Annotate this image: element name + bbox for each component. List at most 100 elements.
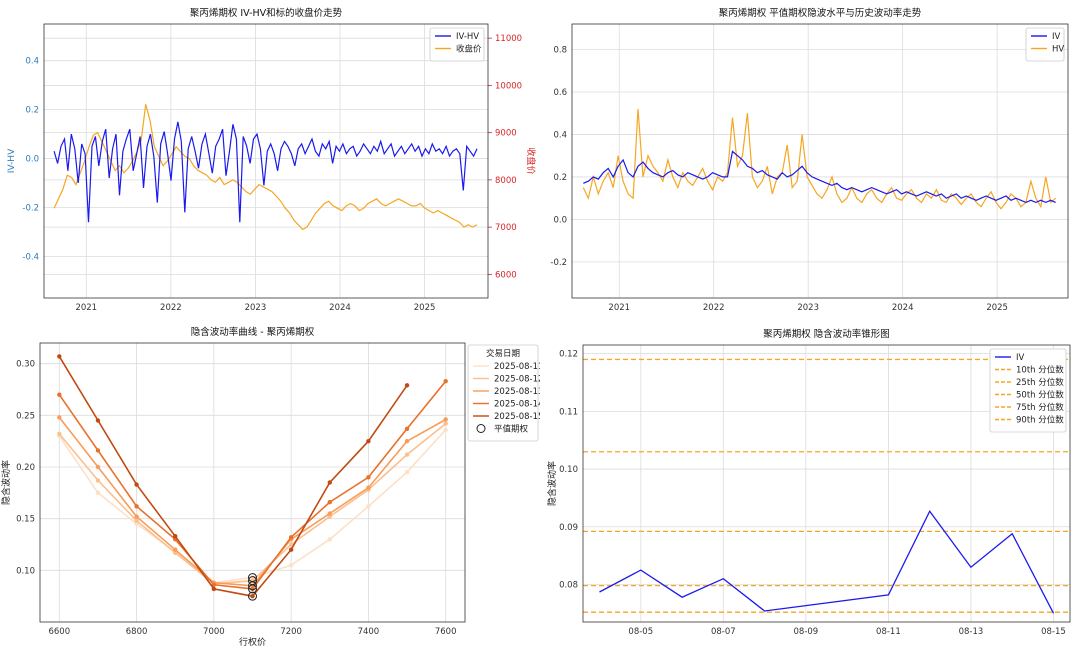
y-tick-label: 0.0	[25, 155, 39, 165]
legend-entry: 10th 分位数	[1016, 365, 1064, 376]
atm-marker	[248, 584, 257, 594]
smile-point	[57, 392, 62, 397]
y2-tick-label: 9000	[495, 129, 517, 139]
y-tick-label: 0.2	[25, 106, 39, 116]
y-tick-label: 0.2	[553, 173, 567, 183]
x-tick-label: 2024	[329, 303, 351, 313]
x-tick-label: 08-05	[628, 627, 653, 637]
chart-title: 聚丙烯期权 隐含波动率锥形图	[763, 328, 890, 340]
iv-smile-chart-svg: 6600 6800 7000 7200 7400 7600 0.10 0.15 0.20 0.25…	[0, 326, 543, 648]
smile-point	[288, 547, 294, 552]
x-tick-label: 7600	[435, 627, 457, 637]
x-tick-label: 2022	[703, 303, 725, 313]
x-tick-label: 2023	[797, 303, 819, 313]
x-tick-label: 08-11	[876, 627, 901, 637]
smile-point	[173, 534, 178, 539]
smile-point	[288, 542, 294, 547]
iv-hv-line	[53, 121, 478, 223]
smile-point	[327, 537, 332, 542]
smile-point	[327, 511, 332, 516]
y-tick-label: 0.09	[559, 523, 578, 533]
y-tick-label: 0.6	[553, 88, 567, 98]
smile-point	[95, 478, 101, 483]
legend-entry: 2025-08-13	[494, 387, 540, 397]
y2-tick-label: 10000	[495, 81, 522, 91]
x-tick-label: 2024	[892, 303, 914, 313]
legend-entry: IV	[1016, 353, 1025, 363]
y-tick-label: 0.30	[16, 360, 35, 370]
iv-smile-chart: 6600 6800 7000 7200 7400 7600 0.10 0.15 0.20 0.25…	[0, 323, 543, 648]
y-tick-label: 0.10	[559, 465, 578, 475]
plot-frame	[582, 344, 1071, 623]
smile-point	[211, 586, 217, 592]
smile-point	[443, 427, 448, 432]
smile-point	[250, 593, 255, 599]
legend-entry: 2025-08-12	[494, 375, 540, 385]
smile-point	[404, 469, 410, 475]
y-tick-label: 0.10	[16, 566, 35, 576]
iv-cone-chart-svg: 08-05 08-07 08-09 08-11 08-13 08-15 0.08 0.09 0.…	[546, 328, 1071, 637]
x-tick-label: 7200	[280, 627, 302, 637]
smile-point	[134, 521, 139, 527]
legend-entry: 90th 分位数	[1016, 415, 1064, 426]
y-tick-label: 0.08	[559, 580, 578, 590]
smile-point	[443, 379, 448, 384]
legend-entry: 收盘价	[456, 44, 482, 55]
x-tick-label: 6600	[48, 627, 70, 637]
x-tick-label: 2022	[160, 303, 182, 313]
iv-hv-close-chart-svg: 2021 2022 2023 2024 2025 -0.4 -0.2 0.0 0.2 0.4 600…	[7, 7, 537, 313]
plot-frame	[571, 23, 1069, 299]
chart-title: 隐含波动率曲线 - 聚丙烯期权	[191, 326, 315, 338]
legend-entry: 平值期权	[494, 424, 529, 435]
smile-point	[134, 518, 139, 523]
chart-title: 聚丙烯期权 IV-HV和标的收盘价走势	[190, 7, 343, 19]
legend-entry: 75th 分位数	[1016, 402, 1064, 413]
y-tick-label: -0.2	[550, 258, 567, 268]
y-axis-label: 隐含波动率	[546, 461, 558, 506]
legend-entry: IV-HV	[456, 32, 479, 42]
smile-point	[366, 438, 371, 444]
legend-entry: 2025-08-15	[494, 412, 540, 422]
x-tick-label: 2023	[245, 303, 267, 313]
smile-point	[404, 426, 410, 431]
chart-title: 聚丙烯期权 平值期权隐波水平与历史波动率走势	[719, 7, 922, 19]
close-price-line	[53, 104, 478, 231]
y-tick-label: 0.0	[553, 215, 567, 225]
smile-point	[134, 514, 139, 519]
iv-line	[599, 509, 1055, 614]
smile-point	[95, 448, 101, 453]
smile-point	[250, 586, 255, 592]
y2-axis-label: 收盘价	[525, 147, 537, 174]
y-tick-label: 0.25	[16, 411, 35, 421]
x-tick-label: 08-09	[794, 627, 819, 637]
smile-point	[366, 475, 371, 480]
legend-marker	[476, 424, 486, 433]
x-tick-label: 7000	[203, 627, 225, 637]
smile-point	[173, 547, 178, 552]
x-tick-label: 08-15	[1041, 627, 1066, 637]
smile-point	[404, 383, 410, 388]
smile-point	[95, 464, 101, 470]
smile-point	[134, 504, 139, 509]
y-axis-label: 隐含波动率	[0, 460, 12, 505]
legend-entry: 2025-08-11	[494, 362, 540, 372]
atm-marker	[248, 581, 257, 591]
smile-point	[57, 354, 62, 359]
hv-line	[582, 108, 1057, 210]
smile-point	[366, 504, 371, 509]
smile-point	[327, 499, 332, 505]
legend-title: 交易日期	[486, 348, 520, 359]
x-tick-label: 7400	[358, 627, 380, 637]
y-tick-label: -0.4	[22, 252, 39, 262]
smile-point	[95, 418, 101, 423]
smile-point	[327, 514, 332, 519]
x-tick-label: 2021	[75, 303, 97, 313]
smile-point	[404, 438, 410, 444]
y-tick-label: -0.2	[22, 203, 39, 213]
smile-point	[288, 535, 294, 540]
smile-point	[57, 431, 62, 437]
y-tick-label: 0.11	[559, 407, 578, 417]
y-tick-label: 0.12	[559, 350, 578, 360]
smile-point	[366, 485, 371, 490]
smile-point	[211, 582, 217, 587]
